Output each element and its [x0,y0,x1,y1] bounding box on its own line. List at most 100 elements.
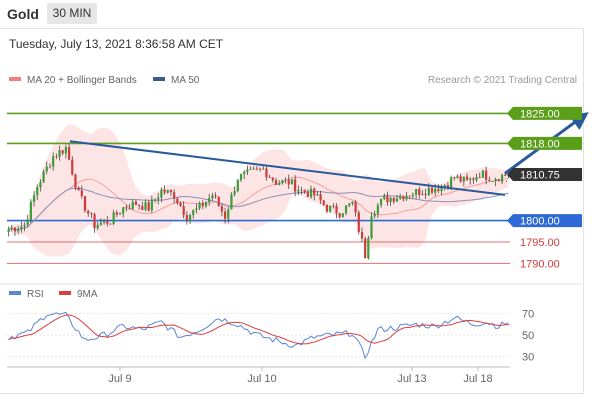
candle-body [399,195,402,199]
legend-ma50: MA 50 [153,75,199,86]
candle-body [64,147,68,154]
level-label: 1825.00 [520,108,560,120]
candle [332,203,335,209]
candle-body [182,206,185,216]
candle-body [115,212,118,215]
candle [408,195,411,199]
candle-body [418,189,421,196]
candle-body [122,207,125,214]
timeframe-button[interactable]: 30 MIN [47,3,97,24]
timestamp: Tuesday, July 13, 2021 8:36:58 AM CET [9,37,224,51]
candle [268,174,271,179]
level-label: 1800.00 [520,216,560,228]
candle-body [465,176,469,180]
candle-body [357,212,360,232]
candle-body [348,203,351,206]
candle [23,222,26,232]
legend-label: RSI [27,289,44,300]
candle [364,236,367,259]
candle-body [188,215,192,221]
candle [214,192,217,199]
candle-body [430,187,434,193]
candle-body [262,168,265,170]
candle-body [71,159,74,175]
candle [367,235,370,260]
candle [313,187,316,201]
candle [395,194,399,202]
candle-body [10,227,13,230]
candle [284,177,287,184]
candle [497,179,500,182]
candle-body [147,202,150,211]
candle [39,179,42,192]
candle-body [459,176,462,182]
candle [90,212,93,218]
candle-body [67,147,71,160]
candle [481,169,485,178]
candle-body [48,166,52,168]
candle-body [376,205,379,214]
rsi-tick: 30 [522,352,534,364]
candle-body [195,208,198,211]
candle-body [281,180,284,184]
legend-rsi: RSI [9,289,44,300]
legend-swatch [59,291,71,296]
candle-body [230,194,233,210]
candle-body [469,178,472,180]
candle [325,204,329,214]
candle [71,156,74,176]
candle [319,190,322,205]
candle-body [278,183,281,185]
candle-body [83,196,87,211]
candle-body [258,168,262,170]
candle-body [360,231,364,239]
candle-body [271,177,274,181]
candle [147,200,150,212]
candle [7,226,10,237]
candle [383,193,386,201]
candle-body [236,180,239,192]
candle-body [383,195,386,199]
rsi-line [8,311,509,360]
candle-body [306,192,309,197]
candle [281,179,284,185]
candle [357,210,360,235]
candle [169,189,173,196]
candle-body [344,205,348,214]
ma20-line [8,176,509,230]
x-tick-label: Jul 10 [247,373,276,385]
x-tick-label: Jul 18 [463,373,492,385]
candle-body [332,205,335,207]
candle-body [160,189,163,198]
candle [227,207,230,224]
candle [102,218,106,225]
candle [421,190,424,196]
legend-swatch [9,291,21,296]
candle-body [449,177,453,188]
candle-body [268,177,271,179]
level-tag-bg [507,214,582,228]
level-tag: 1800.00 [507,214,582,228]
candle-body [462,176,465,182]
candle [316,191,319,197]
legend-swatch [9,77,21,82]
candle-body [437,188,440,192]
candle [150,195,153,213]
chart-panel [0,28,584,394]
candle [274,177,278,185]
candle [83,195,87,213]
candle-body [434,188,437,193]
candle-body [217,196,220,207]
candle [10,224,13,232]
candle-body [325,204,329,212]
legend-label: MA 20 + Bollinger Bands [27,75,137,86]
candle [198,201,201,211]
candle [115,210,118,218]
candle [344,204,348,216]
candle [173,189,176,204]
candle [45,161,48,175]
candle [392,197,395,204]
candle-body [32,195,36,202]
candle [249,166,252,170]
